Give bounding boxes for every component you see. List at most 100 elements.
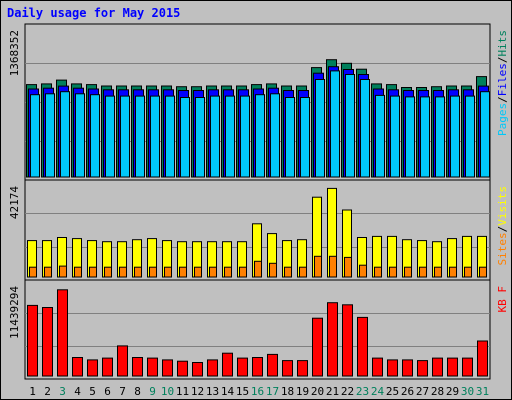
bar-kb-f-day-6 (102, 357, 113, 377)
bar-pages-day-8 (135, 95, 145, 178)
x-tick-label: 2 (44, 385, 51, 398)
bar-sites-day-9 (149, 266, 157, 278)
panel-frame (24, 279, 491, 380)
ymax-label: 42174 (8, 186, 21, 219)
x-tick-label: 28 (431, 385, 444, 398)
bar-kb-f-day-16 (252, 357, 263, 377)
bar-sites-day-3 (59, 265, 67, 278)
bar-sites-day-28 (434, 266, 442, 278)
panel-visits-sites: 42174 Sites/Visits (8, 179, 509, 281)
bar-pages-day-15 (240, 95, 250, 178)
bar-pages-day-20 (315, 79, 325, 178)
x-tick-label: 8 (134, 385, 141, 398)
bar-pages-day-14 (225, 95, 235, 178)
x-tick-label: 17 (266, 385, 279, 398)
x-tick-label: 21 (326, 385, 339, 398)
bar-pages-day-9 (150, 95, 160, 178)
x-tick-label: 16 (251, 385, 264, 398)
bar-kb-f-day-15 (237, 357, 248, 377)
x-tick-label: 29 (446, 385, 459, 398)
bar-kb-f-day-14 (222, 352, 233, 377)
x-tick-label: 27 (416, 385, 429, 398)
bar-pages-day-29 (450, 95, 460, 178)
bar-sites-day-19 (299, 266, 307, 278)
x-tick-label: 14 (221, 385, 235, 398)
bar-kb-f-day-7 (117, 345, 128, 377)
bar-kb-f-day-20 (312, 317, 323, 377)
bar-pages-day-13 (210, 95, 220, 178)
x-tick-label: 1 (29, 385, 36, 398)
bar-pages-day-10 (165, 95, 175, 178)
bar-pages-day-4 (75, 93, 85, 178)
bar-kb-f-day-9 (147, 357, 158, 377)
bar-kb-f-day-2 (42, 307, 53, 377)
x-tick-label: 11 (176, 385, 189, 398)
bar-sites-day-18 (284, 266, 292, 278)
bar-kb-f-day-13 (207, 359, 218, 377)
legend-entry: Visits (496, 186, 509, 226)
bar-sites-day-5 (89, 266, 97, 278)
bar-kb-f-day-10 (162, 359, 173, 377)
bar-pages-day-11 (180, 97, 190, 178)
x-tick-label: 26 (401, 385, 414, 398)
bar-sites-day-23 (359, 264, 367, 278)
bar-kb-f-day-17 (267, 353, 278, 377)
bar-kb-f-day-5 (87, 359, 98, 377)
x-tick-label: 7 (119, 385, 126, 398)
legend-entry: KB F (496, 286, 509, 313)
x-tick-label: 18 (281, 385, 294, 398)
x-tick-label: 31 (476, 385, 489, 398)
bar-kb-f-day-12 (192, 362, 203, 377)
bar-pages-day-17 (270, 93, 280, 178)
bar-kb-f-day-21 (327, 302, 338, 377)
legend: Sites/Visits (496, 186, 509, 266)
legend-entry: Pages (496, 103, 509, 136)
legend-entry: Hits (496, 30, 509, 57)
bar-kb-f-day-3 (57, 289, 68, 377)
panel-kbytes: 11439294 KB F (8, 279, 509, 380)
legend: Pages/Files/Hits (496, 30, 509, 136)
ymax-label: 11439294 (8, 286, 21, 339)
bar-sites-day-17 (269, 262, 277, 278)
x-tick-label: 4 (74, 385, 81, 398)
bar-pages-day-19 (300, 97, 310, 178)
bar-kb-f-day-23 (357, 316, 368, 377)
x-tick-label: 30 (461, 385, 474, 398)
bar-pages-day-30 (465, 95, 475, 178)
bar-sites-day-4 (74, 266, 82, 278)
bar-sites-day-10 (164, 266, 172, 278)
x-tick-label: 23 (356, 385, 369, 398)
x-tick-label: 6 (104, 385, 111, 398)
x-tick-label: 12 (191, 385, 204, 398)
bar-kb-f-day-25 (387, 359, 398, 377)
bar-kb-f-day-26 (402, 359, 413, 377)
x-tick-label: 15 (236, 385, 249, 398)
bar-kb-f-day-31 (477, 340, 488, 377)
bar-pages-day-7 (120, 95, 130, 178)
x-tick-label: 5 (89, 385, 96, 398)
bar-sites-day-20 (314, 255, 322, 278)
bar-kb-f-day-22 (342, 304, 353, 377)
bar-pages-day-2 (45, 93, 55, 178)
bar-pages-day-24 (375, 94, 385, 178)
legend: KB F (496, 286, 509, 313)
bar-sites-day-14 (224, 266, 232, 278)
bar-sites-day-27 (419, 266, 427, 278)
bar-sites-day-29 (449, 266, 457, 278)
x-tick-label: 9 (149, 385, 156, 398)
bar-sites-day-16 (254, 260, 262, 278)
bar-kb-f-day-8 (132, 357, 143, 377)
bar-sites-day-2 (44, 266, 52, 278)
bar-kb-f-day-29 (447, 357, 458, 377)
bar-kb-f-day-11 (177, 360, 188, 377)
bar-kb-f-day-4 (72, 357, 83, 377)
bar-sites-day-26 (404, 266, 412, 278)
bar-sites-day-31 (479, 266, 487, 278)
legend-entry: Files (496, 63, 509, 96)
bar-kb-f-day-27 (417, 360, 428, 377)
x-tick-label: 3 (59, 385, 66, 398)
x-tick-label: 22 (341, 385, 354, 398)
x-tick-label: 10 (161, 385, 174, 398)
